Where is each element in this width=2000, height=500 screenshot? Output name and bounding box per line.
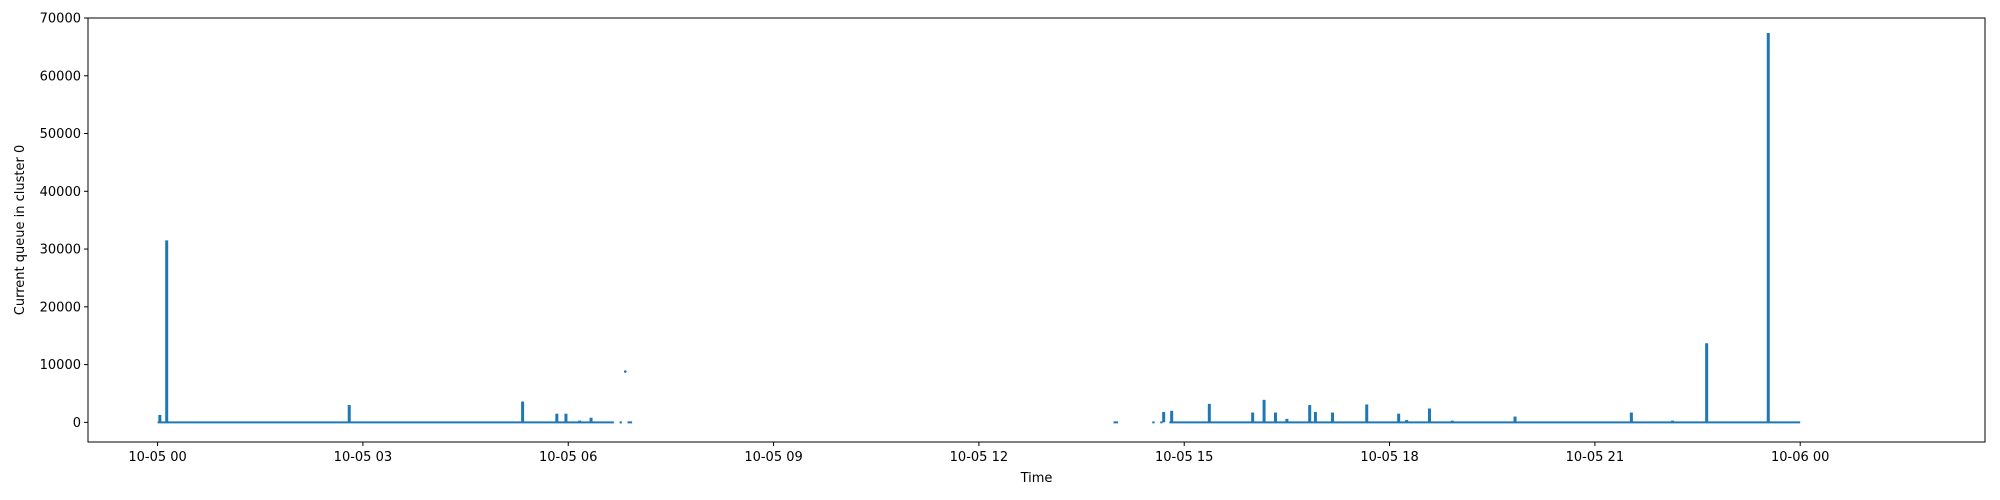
y-tick-label: 20000 <box>40 300 81 315</box>
x-axis-ticks: 10-05 00 10-05 03 10-05 06 10-05 09 10-05 12… <box>128 442 1829 465</box>
x-tick-label: 10-05 21 <box>1566 450 1624 465</box>
y-tick-label: 0 <box>73 416 81 431</box>
y-tick-label: 10000 <box>40 358 81 373</box>
axes-frame <box>87 17 1986 443</box>
x-tick-label: 10-05 09 <box>744 450 802 465</box>
x-tick-label: 10-05 18 <box>1360 450 1418 465</box>
y-tick-label: 50000 <box>40 127 81 142</box>
y-tick-label: 70000 <box>40 12 81 27</box>
series-point <box>623 370 627 373</box>
plot-area <box>157 33 1801 424</box>
y-axis-ticks: 0 10000 20000 30000 40000 50000 60000 70000 <box>40 12 88 431</box>
y-axis-title: Current queue in cluster 0 <box>13 145 28 315</box>
x-tick-label: 10-05 06 <box>539 450 597 465</box>
y-tick-label: 30000 <box>40 243 81 258</box>
x-tick-label: 10-05 15 <box>1155 450 1213 465</box>
x-tick-label: 10-06 00 <box>1771 450 1829 465</box>
x-tick-label: 10-05 12 <box>950 450 1008 465</box>
y-tick-label: 60000 <box>40 69 81 84</box>
x-tick-label: 10-05 00 <box>128 450 186 465</box>
y-tick-label: 40000 <box>40 185 81 200</box>
x-axis-title: Time <box>1020 471 1053 486</box>
x-tick-label: 10-05 03 <box>334 450 392 465</box>
